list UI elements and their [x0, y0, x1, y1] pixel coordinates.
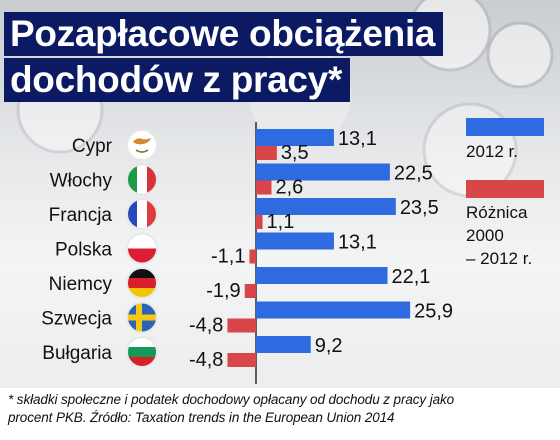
- bar-difference-4: [244, 284, 256, 298]
- value-label-2012-4: 22,1: [391, 266, 430, 288]
- bar-2012-2: [256, 198, 396, 215]
- value-label-difference-1: 2,6: [275, 177, 303, 199]
- value-label-difference-4: -1,9: [206, 280, 240, 302]
- legend-label-difference-2: 2000: [466, 226, 504, 245]
- germany-flag-icon: [126, 267, 158, 299]
- value-label-difference-5: -4,8: [189, 315, 223, 337]
- bulgaria-flag-icon: [126, 336, 158, 368]
- value-label-2012-1: 22,5: [394, 163, 433, 185]
- value-label-2012-2: 23,5: [400, 197, 439, 219]
- bar-difference-0: [256, 146, 277, 160]
- bar-2012-1: [256, 163, 390, 181]
- value-label-2012-6: 9,2: [315, 335, 343, 357]
- category-label-4: Niemcy: [49, 274, 113, 295]
- category-label-6: Bułgaria: [42, 343, 112, 364]
- bar-chart: Cypr 13,1 3,5 Włochy 22,5 2,6 Francja 23,5 1,1 Po…: [41, 122, 453, 384]
- category-label-0: Cypr: [72, 136, 113, 157]
- cyprus-flag-icon: [126, 129, 158, 161]
- value-label-difference-0: 3,5: [281, 142, 309, 164]
- value-label-difference-2: 1,1: [267, 211, 295, 233]
- value-label-2012-3: 13,1: [338, 232, 377, 254]
- category-label-3: Polska: [55, 240, 112, 261]
- bar-difference-5: [227, 318, 256, 333]
- legend-label-difference-3: – 2012 r.: [466, 249, 533, 268]
- footnote: * składki społeczne i podatek dochodowy …: [0, 388, 560, 440]
- italy-flag-icon: [126, 163, 158, 196]
- legend-swatch-difference: [466, 180, 544, 198]
- bar-2012-6: [256, 336, 311, 353]
- bar-2012-3: [256, 232, 334, 250]
- legend-swatch-2012: [466, 118, 544, 136]
- poland-flag-icon: [126, 232, 158, 265]
- value-label-difference-6: -4,8: [189, 349, 223, 371]
- chart-title-line-1: Pozapłacowe obciążenia: [4, 12, 444, 56]
- bar-difference-2: [256, 215, 263, 229]
- bar-2012-5: [256, 301, 411, 319]
- category-label-5: Szwecja: [41, 309, 112, 330]
- value-label-2012-0: 13,1: [338, 128, 377, 150]
- chart-title-line-2: dochodów z pracy*: [4, 58, 351, 102]
- footnote-line-2: procent PKB. Źródło: Taxation trends in …: [8, 410, 395, 425]
- category-label-1: Włochy: [50, 171, 113, 192]
- value-label-difference-3: -1,1: [211, 246, 245, 268]
- legend-label-difference-1: Różnica: [466, 203, 528, 222]
- footnote-line-1: * składki społeczne i podatek dochodowy …: [8, 392, 455, 407]
- bar-difference-6: [227, 353, 256, 367]
- bar-difference-3: [249, 249, 256, 264]
- sweden-flag-icon: [126, 301, 158, 334]
- bar-difference-1: [256, 180, 272, 195]
- category-label-2: Francja: [49, 205, 113, 226]
- value-label-2012-5: 25,9: [414, 301, 453, 323]
- legend-label-2012: 2012 r.: [466, 142, 518, 161]
- france-flag-icon: [126, 198, 158, 230]
- bar-2012-4: [256, 267, 388, 284]
- bar-2012-0: [256, 129, 334, 146]
